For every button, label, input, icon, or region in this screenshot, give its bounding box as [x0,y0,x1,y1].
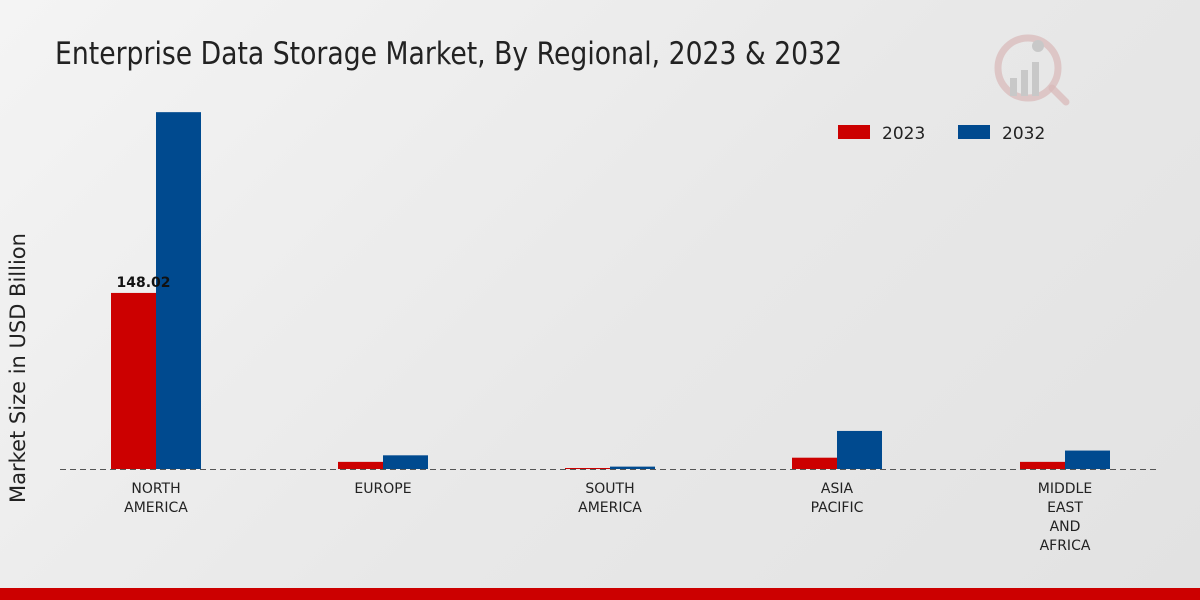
legend-label-2023: 2023 [882,124,925,144]
legend: 2023 2032 [838,124,1045,144]
bar-2032-2 [610,466,655,469]
x-tick-label: MIDDLE EAST AND AFRICA [1038,481,1092,554]
bottom-accent-bar [0,588,1200,600]
bar-2032-0 [156,112,201,469]
bar-2023-3 [792,457,837,469]
bar-2023-1 [338,461,383,469]
bar-2023-4 [1020,461,1065,469]
bar-2032-1 [383,455,428,469]
x-tick-label: ASIA PACIFIC [811,481,864,516]
legend-swatch-2032 [958,125,990,139]
bars-group [111,112,1110,469]
x-tick-label: NORTH AMERICA [124,481,188,516]
bar-2032-4 [1065,450,1110,469]
data-label: 148.02 [116,275,170,291]
x-tick-label: EUROPE [354,481,411,497]
bar-2023-0 [111,292,156,469]
chart-title: Enterprise Data Storage Market, By Regio… [55,36,843,72]
legend-label-2032: 2032 [1002,124,1045,144]
data-labels: 148.02 [116,275,170,291]
bar-2023-2 [565,468,610,469]
x-tick-labels: NORTH AMERICA EUROPE SOUTH AMERICA ASIA PACIFI… [124,481,1092,554]
brand-logo-icon [994,34,1070,106]
y-axis-label: Market Size in USD Billion [6,233,30,503]
x-tick-label: SOUTH AMERICA [578,481,642,516]
bar-2032-3 [837,430,882,469]
legend-swatch-2023 [838,125,870,139]
